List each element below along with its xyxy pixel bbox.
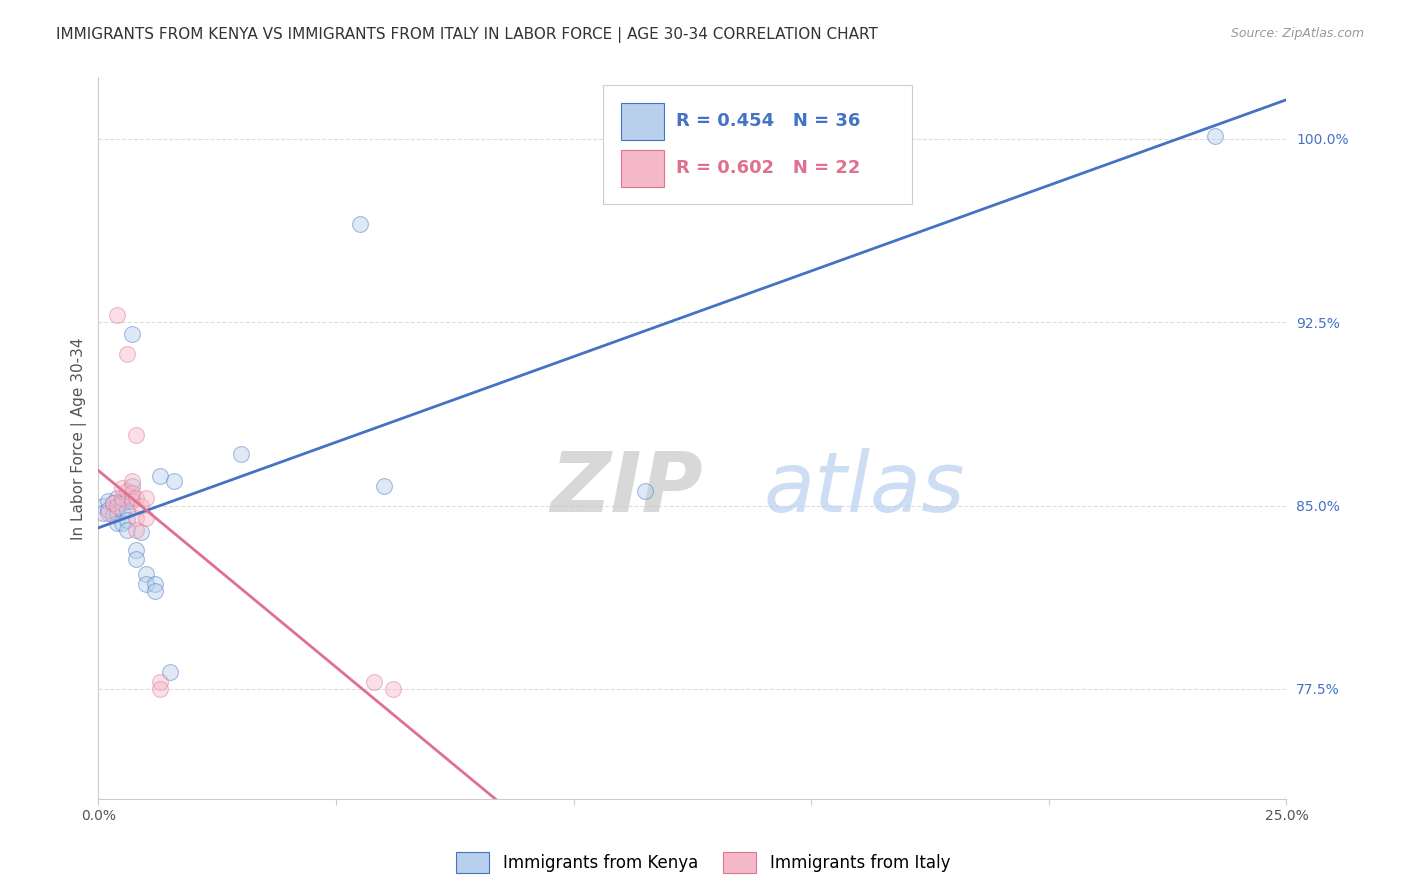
Point bbox=[125, 542, 148, 557]
Point bbox=[159, 665, 181, 679]
Point bbox=[105, 308, 128, 322]
Point bbox=[111, 503, 134, 517]
Point bbox=[125, 491, 148, 506]
Point bbox=[349, 217, 371, 231]
Point bbox=[163, 474, 186, 488]
Point bbox=[115, 523, 138, 537]
Point bbox=[125, 510, 148, 524]
Point bbox=[121, 479, 143, 493]
Point bbox=[111, 496, 134, 510]
Point bbox=[105, 499, 128, 513]
Point bbox=[115, 513, 138, 527]
Point bbox=[135, 491, 157, 506]
Point bbox=[634, 483, 657, 498]
Text: IMMIGRANTS FROM KENYA VS IMMIGRANTS FROM ITALY IN LABOR FORCE | AGE 30-34 CORREL: IMMIGRANTS FROM KENYA VS IMMIGRANTS FROM… bbox=[56, 27, 879, 43]
Point bbox=[121, 474, 143, 488]
Point bbox=[101, 496, 124, 510]
Point bbox=[91, 506, 114, 520]
Point bbox=[115, 503, 138, 517]
Point bbox=[135, 567, 157, 582]
Text: Source: ZipAtlas.com: Source: ZipAtlas.com bbox=[1230, 27, 1364, 40]
Point bbox=[97, 506, 120, 520]
FancyBboxPatch shape bbox=[621, 150, 664, 187]
Text: atlas: atlas bbox=[763, 449, 966, 529]
Point bbox=[149, 674, 172, 689]
Point bbox=[115, 347, 138, 361]
Point bbox=[363, 674, 385, 689]
Point bbox=[111, 482, 134, 496]
Point bbox=[129, 499, 152, 513]
Point bbox=[115, 483, 138, 498]
Point bbox=[111, 491, 134, 506]
Y-axis label: In Labor Force | Age 30-34: In Labor Force | Age 30-34 bbox=[72, 337, 87, 540]
Point bbox=[101, 508, 124, 523]
Point bbox=[373, 479, 395, 493]
Point bbox=[145, 584, 167, 599]
Point bbox=[111, 516, 134, 530]
Point bbox=[382, 681, 405, 696]
Point bbox=[97, 503, 120, 517]
Point bbox=[121, 327, 143, 342]
Text: R = 0.602   N = 22: R = 0.602 N = 22 bbox=[676, 160, 860, 178]
Point bbox=[135, 576, 157, 591]
Point bbox=[105, 506, 128, 520]
Point bbox=[111, 493, 134, 508]
Point bbox=[121, 493, 143, 508]
Point bbox=[97, 493, 120, 508]
Text: ZIP: ZIP bbox=[550, 449, 703, 529]
Point bbox=[101, 496, 124, 510]
FancyBboxPatch shape bbox=[603, 85, 912, 203]
Point bbox=[149, 681, 172, 696]
Point bbox=[91, 499, 114, 513]
Point bbox=[776, 161, 799, 175]
Point bbox=[149, 469, 172, 483]
Point bbox=[1204, 129, 1226, 144]
Point bbox=[125, 552, 148, 566]
Point bbox=[135, 510, 157, 524]
Point bbox=[121, 491, 143, 506]
Point bbox=[129, 525, 152, 540]
Point bbox=[105, 491, 128, 506]
Point bbox=[115, 493, 138, 508]
Point bbox=[105, 516, 128, 530]
Point bbox=[125, 523, 148, 537]
Text: R = 0.454   N = 36: R = 0.454 N = 36 bbox=[676, 112, 860, 130]
Point bbox=[125, 427, 148, 442]
FancyBboxPatch shape bbox=[621, 103, 664, 140]
Point bbox=[145, 576, 167, 591]
Point bbox=[121, 486, 143, 500]
Legend: Immigrants from Kenya, Immigrants from Italy: Immigrants from Kenya, Immigrants from I… bbox=[450, 846, 956, 880]
Point bbox=[229, 447, 252, 461]
